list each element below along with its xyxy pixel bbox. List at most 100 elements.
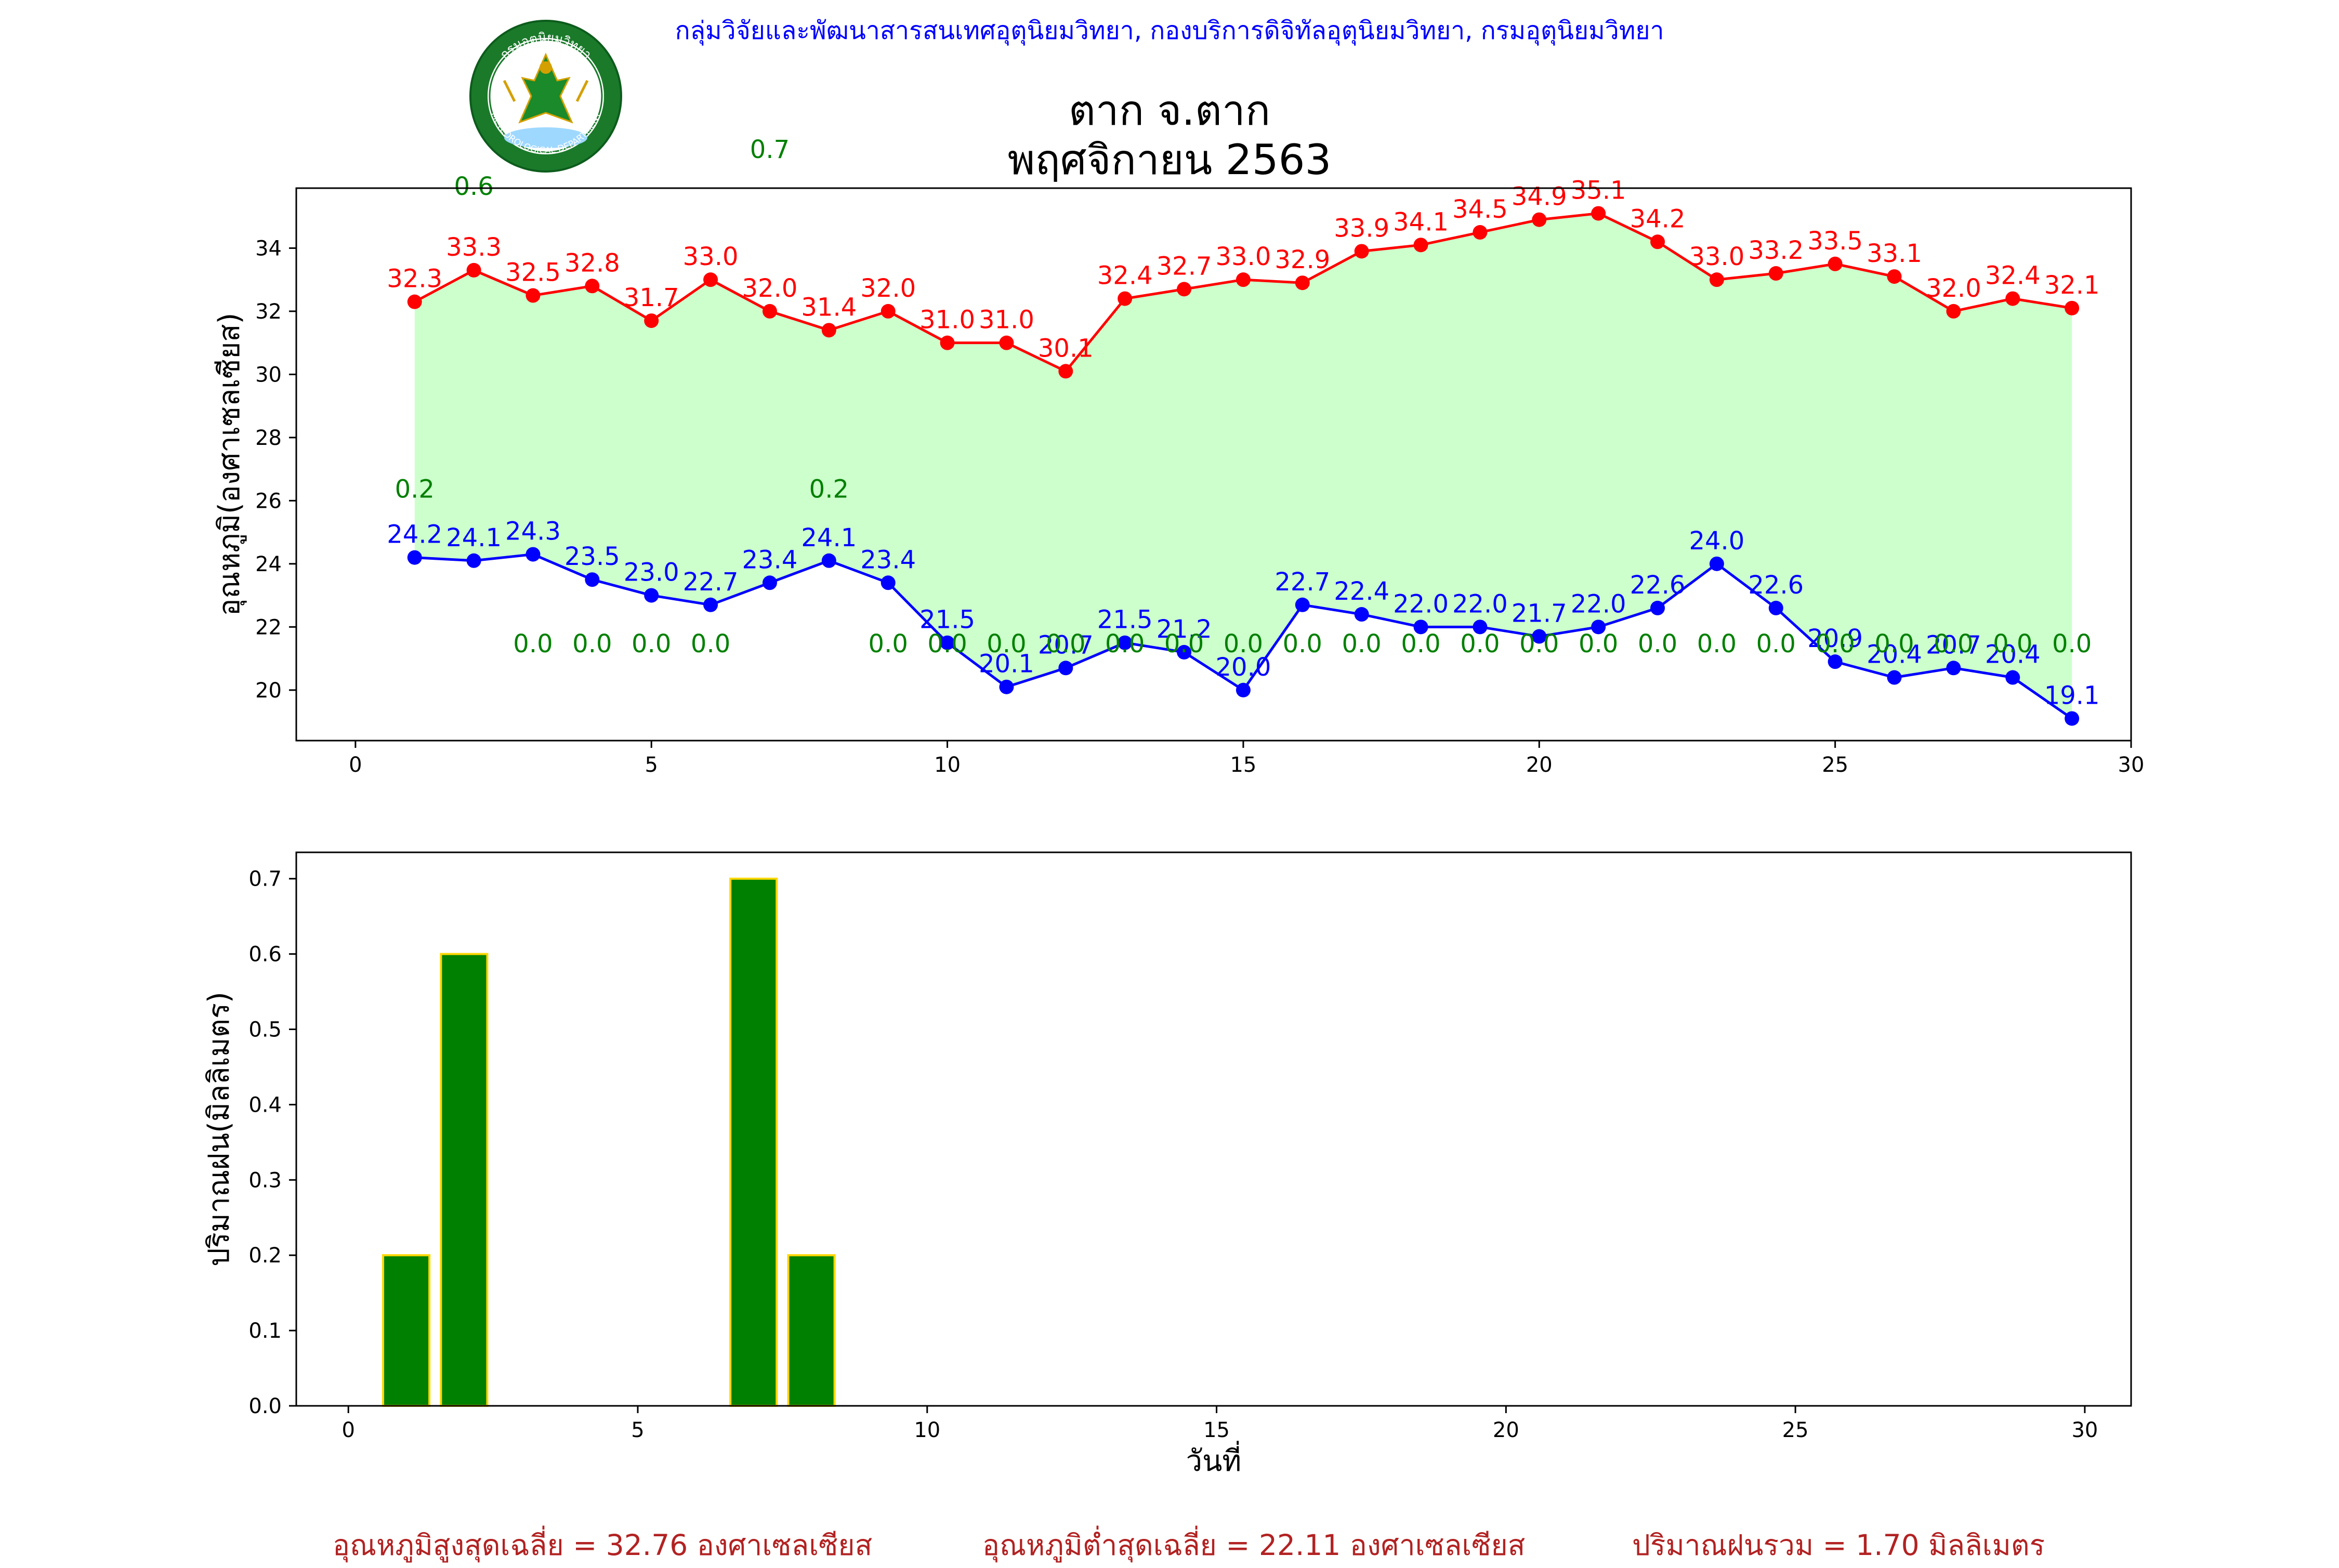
min-temperature-data-label: 22.6 [1748,571,1804,600]
rain-label: 0.0 [987,629,1026,658]
x-tick-label: 20 [1526,753,1553,777]
rain-label: 0.2 [809,475,849,504]
min-temperature-point [999,679,1014,694]
rain-label: 0.7 [750,135,790,164]
max-temperature-point [1709,272,1724,287]
max-temperature-data-label: 32.0 [742,274,798,303]
y-tick-label: 0.0 [248,1394,282,1418]
min-temperature-point [1650,600,1665,615]
min-temperature-data-label: 22.7 [1274,568,1330,597]
min-temperature-data-label: 22.0 [1393,589,1449,618]
max-temperature-point [1177,282,1192,297]
rain-label: 0.0 [1579,629,1618,658]
temperature-plot-frame [295,187,2132,742]
average-min-temperature: อุณหภูมิต่ำสุดเฉลี่ย = 22.11 องศาเซลเซีย… [982,1529,1526,1562]
y-tick-label: 22 [255,615,282,639]
average-max-temperature: อุณหภูมิสูงสุดเฉลี่ย = 32.76 องศาเซลเซีย… [333,1529,873,1562]
min-temperature-point [1473,620,1488,635]
min-temperature-data-label: 22.0 [1571,589,1626,618]
min-temperature-point [762,575,777,590]
min-temperature-data-label: 20.4 [1867,640,1922,669]
rain-label: 0.0 [1815,629,1855,658]
rain-label: 0.0 [1697,629,1737,658]
min-temperature-data-label: 24.3 [505,517,561,546]
y-tick-label: 26 [255,489,282,513]
rain-label: 0.0 [1460,629,1500,658]
max-temperature-data-label: 32.0 [1926,274,1981,303]
min-temperature-point [881,575,896,590]
total-rainfall: ปริมาณฝนรวม = 1.70 มิลลิเมตร [1632,1529,2045,1562]
min-temperature-data-label: 20.0 [1215,653,1271,682]
max-temperature-data-label: 33.0 [683,242,739,271]
max-temperature-data-label: 31.0 [979,306,1034,335]
x-tick-label: 15 [1203,1418,1230,1442]
x-tick-label: 5 [645,753,658,777]
rainfall-bars [382,877,836,1407]
min-temperature-point [1058,661,1073,676]
min-temperature-point [1591,620,1606,635]
rain-label: 0.0 [1874,629,1914,658]
rain-label: 0.0 [869,629,908,658]
min-temperature-data-label: 21.7 [1512,599,1567,628]
x-tick-label: 0 [349,753,362,777]
rainfall-axes: 0 5 10 15 20 25 30 0.0 0.1 0.2 0.3 0.4 0.5 0.6 0.7 [248,851,2132,1442]
chart-title-line-2: พฤศจิกายน 2563 [1008,136,1332,184]
rainfall-bar [440,953,489,1407]
min-temperature-data-label: 24.0 [1689,526,1744,556]
temperature-range-fill [414,213,2072,719]
min-temperature-point [466,553,481,568]
max-temperature-data-label: 30.1 [1038,334,1094,363]
y-tick-label: 28 [255,426,282,450]
rain-label: 0.0 [1283,629,1322,658]
max-temperature-point [466,262,481,278]
max-temperature-point [2065,300,2080,315]
max-temperature-point [1946,304,1961,319]
max-temperature-data-label: 34.5 [1452,195,1508,224]
min-temperature-data-label: 23.0 [624,558,679,587]
min-temperature-point [525,547,541,562]
x-tick-label: 25 [1822,753,1848,777]
max-temperature-data-label: 32.4 [1985,261,2041,291]
rain-label: 0.0 [1046,629,1085,658]
chart-title-line-1: ตาก จ.ตาก [1069,86,1270,135]
max-temperature-point [644,313,659,328]
rain-label: 0.0 [632,629,671,658]
rain-label: 0.6 [454,172,493,201]
x-tick-label: 15 [1230,753,1256,777]
y-tick-label: 0.7 [248,867,282,891]
max-temperature-point [407,294,422,309]
min-temperature-point [2065,711,2080,726]
rain-label: 0.0 [1756,629,1796,658]
min-temperature-data-label: 23.4 [860,545,916,574]
x-tick-label: 10 [934,753,961,777]
min-temperature-point [1828,654,1843,669]
min-temperature-point [1946,661,1961,676]
temperature-marks [407,206,2080,726]
y-tick-label: 0.4 [248,1093,282,1117]
min-temperature-data-label: 24.2 [387,520,442,549]
max-temperature-point [1768,266,1783,281]
min-temperature-point [1768,600,1783,615]
x-tick-label: 20 [1493,1418,1519,1442]
x-tick-label: 5 [631,1418,644,1442]
min-temperature-data-label: 21.5 [1097,605,1153,635]
min-temperature-data-label: 20.7 [1038,630,1094,660]
rainfall-bar [382,1254,431,1407]
max-temperature-data-label: 34.1 [1393,207,1449,236]
max-temperature-point [585,279,600,294]
rain-label: 0.0 [1401,629,1440,658]
rain-label: 0.0 [1164,629,1204,658]
temperature-range-area [414,213,2072,719]
min-temperature-point [1709,556,1724,571]
rain-label: 0.0 [1934,629,1973,658]
rain-label: 0.0 [1993,629,2032,658]
max-temperature-point [1887,269,1902,284]
x-tick-label: 10 [914,1418,940,1442]
max-temperature-point [1058,364,1073,379]
max-temperature-data-label: 34.9 [1512,182,1567,212]
max-temperature-data-label: 32.1 [2044,271,2100,300]
rain-label: 0.0 [1105,629,1145,658]
agency-header: กลุ่มวิจัยและพัฒนาสารสนเทศอุตุนิยมวิทยา,… [675,16,1664,46]
